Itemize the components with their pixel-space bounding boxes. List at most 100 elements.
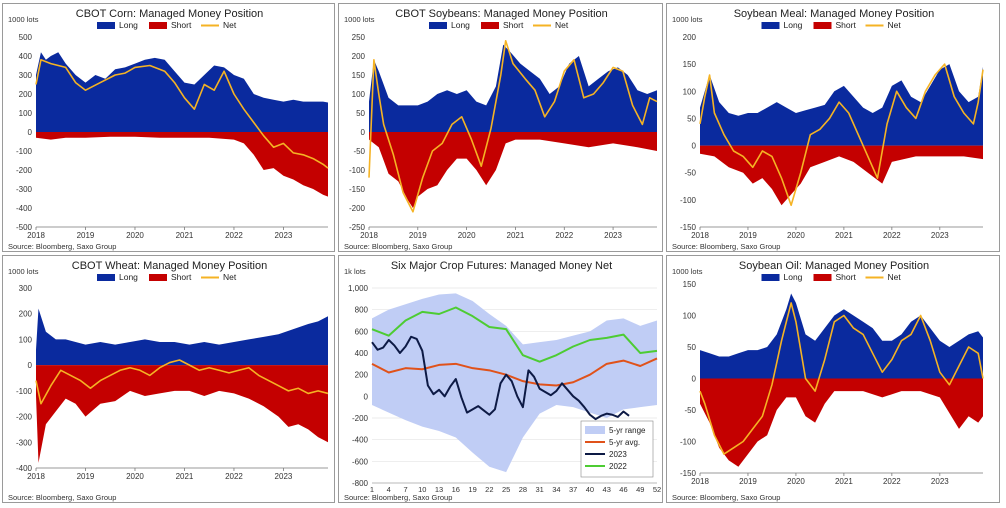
chart-soybeans: CBOT Soybeans: Managed Money Position 100… (344, 8, 658, 251)
chart-title: Soybean Meal: Managed Money Position (734, 8, 935, 20)
y-axis-label: 1000 lots (672, 267, 703, 276)
series-net-line (699, 302, 984, 455)
x-tick-label: 2023 (604, 231, 622, 240)
x-tick-label: 31 (535, 485, 543, 494)
x-tick-label: 43 (603, 485, 611, 494)
panel-soybeans: CBOT Soybeans: Managed Money Position 100… (338, 3, 663, 252)
x-tick-label: 2022 (225, 231, 243, 240)
chart-title: Six Major Crop Futures: Managed Money Ne… (391, 260, 612, 272)
x-tick-label: 46 (619, 485, 627, 494)
x-tick-label: 2019 (77, 472, 95, 481)
x-tick-label: 2023 (931, 477, 949, 486)
x-tick-label: 2023 (275, 472, 293, 481)
chart-six-crops: Six Major Crop Futures: Managed Money Ne… (344, 260, 661, 502)
legend-label-short: Short (503, 20, 524, 30)
x-tick-label: 2020 (787, 231, 805, 240)
x-tick-label: 34 (552, 485, 560, 494)
x-tick-label: 2020 (458, 231, 476, 240)
y-tick-label: 500 (19, 33, 33, 42)
source-note: Source: Bloomberg, Saxo Group (344, 493, 452, 502)
legend-label-net: Net (223, 272, 237, 282)
x-tick-label: 2023 (931, 231, 949, 240)
legend-swatch-short (481, 22, 499, 29)
x-tick-label: 28 (519, 485, 527, 494)
x-tick-label: 2018 (27, 231, 45, 240)
y-tick-label: 400 (355, 349, 369, 358)
source-note: Source: Bloomberg, Saxo Group (672, 242, 780, 251)
y-tick-label: -100 (349, 166, 366, 175)
series-long-area (36, 308, 328, 366)
y-tick-label: -600 (352, 457, 369, 466)
legend-swatch-long (761, 274, 780, 281)
y-tick-label: -150 (349, 185, 366, 194)
chart-corn: CBOT Corn: Managed Money Position 1000 lo… (8, 8, 329, 251)
x-tick-label: 13 (435, 485, 443, 494)
x-tick-label: 22 (485, 485, 493, 494)
x-tick-label: 2022 (225, 472, 243, 481)
chart-title: CBOT Soybeans: Managed Money Position (395, 8, 608, 20)
y-tick-label: -800 (352, 479, 369, 488)
panel-soymeal: Soybean Meal: Managed Money Position 1000… (666, 3, 1000, 252)
y-tick-label: -200 (16, 413, 33, 422)
y-tick-label: 150 (683, 280, 697, 289)
legend-label-long: Long (784, 20, 803, 30)
x-tick-label: 52 (653, 485, 661, 494)
y-tick-label: 1,000 (348, 284, 369, 293)
y-tick-label: 100 (683, 87, 697, 96)
y-axis-label: 1000 lots (8, 267, 39, 276)
x-tick-label: 2021 (835, 231, 853, 240)
y-tick-label: 200 (352, 52, 366, 61)
x-tick-label: 2021 (176, 472, 194, 481)
legend-5yr-avg-label: 5-yr avg. (609, 438, 640, 447)
x-tick-label: 4 (387, 485, 391, 494)
x-tick-label: 25 (502, 485, 510, 494)
x-tick-label: 10 (418, 485, 426, 494)
x-tick-label: 16 (452, 485, 460, 494)
y-tick-label: -250 (349, 223, 366, 232)
x-tick-label: 2019 (739, 231, 757, 240)
y-tick-label: 150 (352, 71, 366, 80)
y-tick-label: -400 (352, 436, 369, 445)
y-tick-label: -150 (680, 469, 697, 478)
y-tick-label: -50 (684, 406, 696, 415)
x-tick-label: 37 (569, 485, 577, 494)
legend-5yr-range-label: 5-yr range (609, 426, 646, 435)
x-tick-label: 49 (636, 485, 644, 494)
x-tick-label: 2018 (360, 231, 378, 240)
x-tick-label: 2018 (691, 231, 709, 240)
series-2022-line (371, 306, 658, 363)
x-tick-label: 2021 (176, 231, 194, 240)
legend-swatch-short (813, 22, 832, 29)
y-axis-label: 1000 lots (8, 15, 39, 24)
x-tick-label: 2022 (883, 477, 901, 486)
y-tick-label: 50 (687, 114, 696, 123)
x-tick-label: 2018 (27, 472, 45, 481)
legend-label-long: Long (451, 20, 470, 30)
source-note: Source: Bloomberg, Saxo Group (8, 242, 116, 251)
y-tick-label: 250 (352, 33, 366, 42)
panel-soyoil: Soybean Oil: Managed Money Position 1000 … (666, 255, 1000, 503)
legend-label-net: Net (888, 20, 902, 30)
y-tick-label: 300 (19, 284, 33, 293)
y-tick-label: 0 (692, 375, 697, 384)
y-axis-label: 1000 lots (672, 15, 703, 24)
series-short-area (36, 132, 328, 197)
series-short-area (36, 365, 328, 463)
series-5yr-avg-line (371, 357, 658, 387)
series-long-area (36, 52, 328, 133)
x-tick-label: 19 (468, 485, 476, 494)
y-tick-label: 800 (355, 306, 369, 315)
x-tick-label: 2018 (691, 477, 709, 486)
y-tick-label: -100 (16, 387, 33, 396)
panel-wheat: CBOT Wheat: Managed Money Position 1000 l… (2, 255, 335, 503)
legend-swatch-short (149, 274, 167, 281)
y-tick-label: -50 (684, 169, 696, 178)
y-tick-label: -200 (352, 414, 369, 423)
x-tick-label: 2019 (739, 477, 757, 486)
series-short-area (369, 132, 657, 208)
legend-2022-label: 2022 (609, 462, 627, 471)
y-tick-label: -400 (16, 464, 33, 473)
y-tick-label: -100 (16, 147, 33, 156)
legend-label-short: Short (836, 272, 857, 282)
y-tick-label: 100 (683, 312, 697, 321)
